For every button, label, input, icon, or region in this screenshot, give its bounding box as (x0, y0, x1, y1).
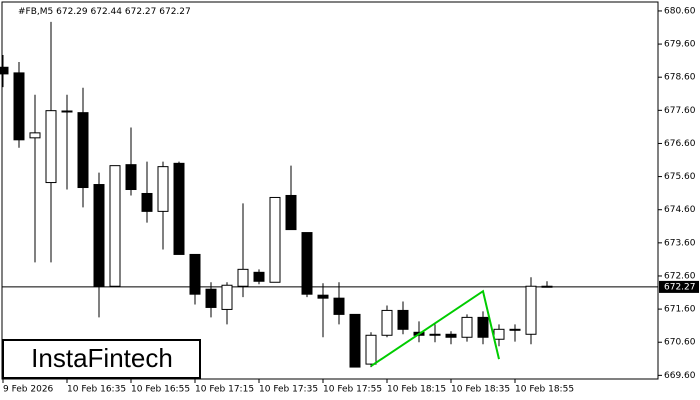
candle-body (493, 328, 505, 340)
candle-body (525, 285, 537, 335)
candle-body (237, 268, 249, 287)
pattern-line (370, 289, 500, 367)
x-tick-label: 10 Feb 16:55 (131, 385, 190, 395)
candle-body (157, 166, 169, 212)
candle-body (125, 164, 137, 191)
logo-box (2, 339, 201, 379)
y-tick-label: 672.60 (664, 271, 696, 281)
x-tick-label: 10 Feb 18:35 (451, 385, 510, 395)
y-tick-label: 669.60 (664, 371, 696, 381)
candle-body (397, 309, 409, 330)
candle-body (13, 72, 25, 141)
x-tick-label: 10 Feb 17:15 (195, 385, 254, 395)
candle-body (429, 333, 441, 336)
last-open: 672.29 (56, 7, 88, 17)
candle-body (29, 132, 41, 139)
candle-body (445, 333, 457, 338)
candle-body (0, 66, 9, 75)
price-box (659, 280, 699, 293)
x-tick-label: 10 Feb 18:15 (387, 385, 446, 395)
candle-body (93, 184, 105, 287)
y-tick-label: 679.60 (664, 40, 696, 50)
candle-body (269, 196, 281, 283)
y-tick-label: 675.60 (664, 172, 696, 182)
y-tick-label: 673.60 (664, 238, 696, 248)
candle-body (333, 297, 345, 315)
candle-body (253, 271, 265, 282)
y-tick-label: 671.60 (664, 305, 696, 315)
candle-body (205, 288, 217, 308)
candle-body (301, 232, 313, 295)
candle-body (173, 162, 185, 255)
candle-body (285, 194, 297, 231)
candle-body (349, 313, 361, 368)
y-tick-label: 670.60 (664, 338, 696, 348)
candle-body (221, 284, 233, 310)
candle-body (541, 285, 553, 288)
candle-body (477, 316, 489, 338)
candle-body (461, 316, 473, 338)
chart-header: #FB,M5 672.29 672.44 672.27 672.27 (18, 7, 191, 17)
y-tick-label: 674.60 (664, 205, 696, 215)
x-tick-label: 10 Feb 16:35 (67, 385, 126, 395)
price-label: 672.27 (664, 282, 696, 292)
symbol: #FB,M5 (18, 7, 53, 17)
last-close: 672.27 (159, 7, 191, 17)
y-tick-label: 680.60 (664, 6, 696, 16)
logo: InstaFintech (31, 343, 173, 373)
candle-body (365, 334, 377, 365)
candle-body (45, 110, 57, 184)
candle-body (109, 165, 121, 287)
y-tick-label: 676.60 (664, 139, 696, 149)
y-tick-label: 678.60 (664, 73, 696, 83)
x-tick-label: 10 Feb 17:55 (323, 385, 382, 395)
candle-body (61, 110, 73, 113)
x-tick-label: 10 Feb 17:35 (259, 385, 318, 395)
x-tick-label: 9 Feb 2026 (3, 385, 54, 395)
last-high: 672.44 (91, 7, 123, 17)
candle-body (141, 192, 153, 212)
candle-body (509, 328, 521, 331)
candle-body (381, 309, 393, 336)
candle-body (317, 294, 329, 299)
last-low: 672.27 (125, 7, 157, 17)
candle-body (77, 112, 89, 189)
x-tick-label: 10 Feb 18:55 (515, 385, 574, 395)
candle-body (189, 253, 201, 295)
y-tick-label: 677.60 (664, 106, 696, 116)
